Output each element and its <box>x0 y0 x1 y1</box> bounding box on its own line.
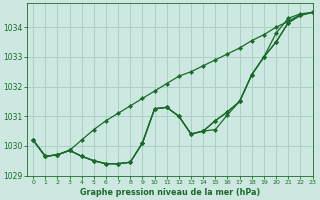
X-axis label: Graphe pression niveau de la mer (hPa): Graphe pression niveau de la mer (hPa) <box>80 188 260 197</box>
